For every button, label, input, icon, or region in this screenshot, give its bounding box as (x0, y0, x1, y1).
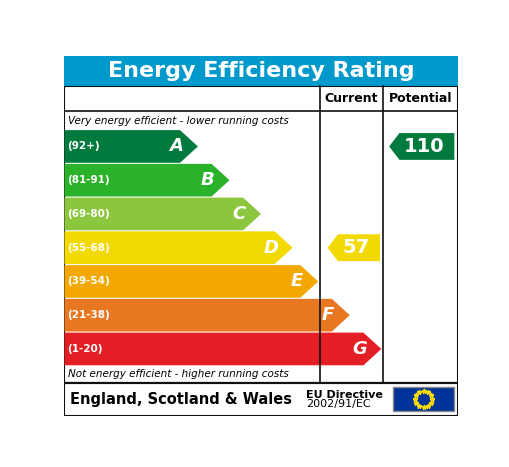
Text: (1-20): (1-20) (68, 344, 103, 354)
Polygon shape (65, 164, 230, 197)
Text: 57: 57 (342, 238, 369, 257)
Text: A: A (169, 137, 183, 156)
Polygon shape (389, 133, 455, 160)
Text: (21-38): (21-38) (68, 310, 110, 320)
Bar (64, 382, 458, 416)
Text: 110: 110 (404, 137, 445, 156)
Polygon shape (65, 265, 318, 298)
Text: D: D (263, 239, 278, 257)
Text: Energy Efficiency Rating: Energy Efficiency Rating (107, 61, 414, 81)
Text: E: E (290, 272, 302, 290)
Bar (64, 85, 458, 382)
Text: C: C (233, 205, 246, 223)
Text: (55-68): (55-68) (68, 243, 110, 253)
Text: 2002/91/EC: 2002/91/EC (306, 399, 371, 410)
Text: EU Directive: EU Directive (306, 390, 383, 400)
Polygon shape (65, 299, 350, 332)
Polygon shape (328, 234, 380, 261)
Polygon shape (65, 333, 381, 365)
Text: (92+): (92+) (68, 142, 100, 151)
Text: (81-91): (81-91) (68, 175, 110, 185)
Polygon shape (65, 231, 293, 264)
Polygon shape (65, 198, 261, 230)
Text: G: G (352, 340, 367, 358)
Text: Very energy efficient - lower running costs: Very energy efficient - lower running co… (68, 116, 288, 126)
Text: England, Scotland & Wales: England, Scotland & Wales (70, 392, 292, 407)
Bar (64, 56, 458, 85)
Text: B: B (201, 171, 214, 189)
Text: (39-54): (39-54) (68, 276, 110, 286)
Text: Potential: Potential (389, 92, 453, 105)
Text: Current: Current (325, 92, 378, 105)
Polygon shape (65, 130, 198, 163)
Text: Not energy efficient - higher running costs: Not energy efficient - higher running co… (68, 369, 288, 379)
Text: (69-80): (69-80) (68, 209, 110, 219)
Bar (393, 387, 454, 411)
Text: F: F (322, 306, 334, 324)
